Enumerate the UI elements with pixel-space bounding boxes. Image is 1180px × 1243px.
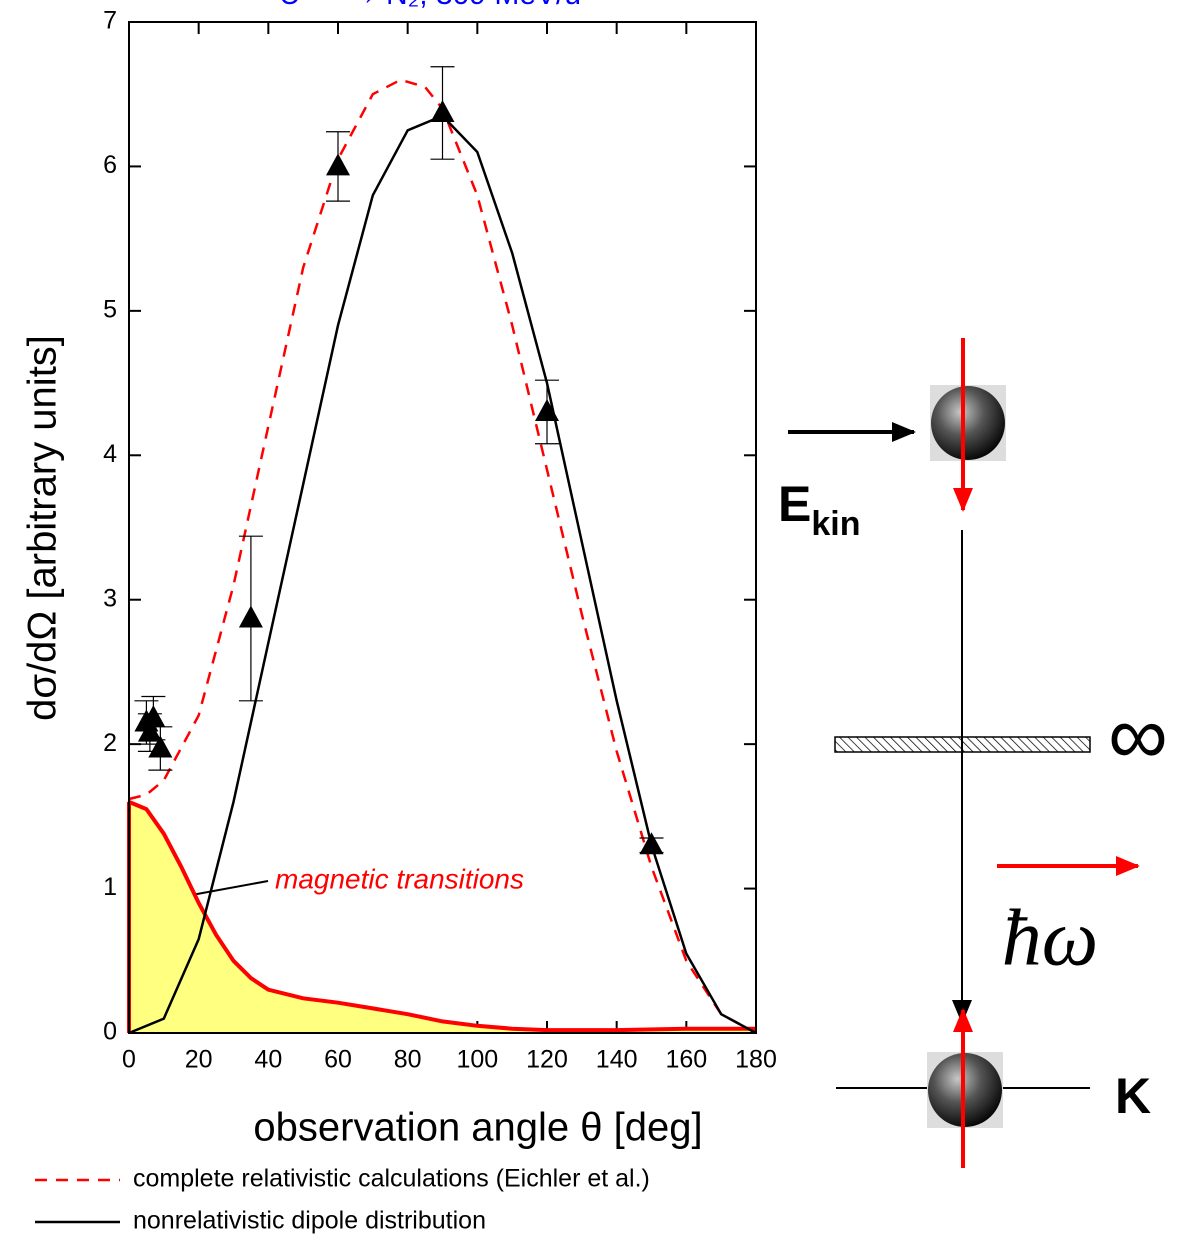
x-tick-label: 100	[456, 1046, 498, 1074]
diagram: Ekin ∞ ħω K	[778, 338, 1168, 1168]
area-line	[128, 800, 756, 1033]
x-tick-label: 120	[526, 1046, 568, 1074]
x-tick-label: 40	[254, 1046, 282, 1074]
legend-label: nonrelativistic dipole distribution	[133, 1207, 486, 1235]
data-point	[137, 719, 162, 742]
y-tick-label: 0	[103, 1018, 117, 1046]
y-tick-label: 3	[103, 584, 117, 612]
legend: complete relativistic calculations (Eich…	[35, 1165, 650, 1235]
energy-symbol: E	[778, 476, 811, 532]
data-point	[148, 735, 173, 758]
annotation: magnetic transitions	[275, 863, 524, 894]
chart-title: U⁹¹⁺ → N₂, 309 MeV/u	[279, 0, 581, 11]
x-tick-label: 80	[394, 1046, 422, 1074]
y-tick-label: 5	[103, 295, 117, 323]
x-axis-label: observation angle θ [deg]	[253, 1106, 702, 1150]
continuum	[834, 736, 1091, 753]
y-axis-label: dσ/dΩ [arbitrary units]	[21, 335, 65, 721]
area-fill	[129, 801, 756, 1033]
y-tick-label: 1	[103, 873, 117, 901]
photon-label: ħω	[1002, 894, 1098, 982]
energy-label: Ekin	[778, 476, 860, 543]
x-tick-label: 0	[122, 1046, 136, 1074]
ion	[931, 386, 1005, 460]
y-tick-label: 4	[103, 440, 117, 468]
shell-label: K	[1115, 1068, 1151, 1124]
data-point	[326, 153, 350, 176]
x-tick-label: 140	[596, 1046, 638, 1074]
legend-label: complete relativistic calculations (Eich…	[133, 1165, 650, 1193]
x-tick-label: 180	[735, 1046, 777, 1074]
data-point	[535, 398, 559, 421]
continuum-label: ∞	[1108, 688, 1168, 782]
x-tick-label: 60	[324, 1046, 352, 1074]
y-tick-label: 2	[103, 729, 117, 757]
x-tick-label: 20	[185, 1046, 213, 1074]
data-point	[141, 705, 166, 728]
y-tick-label: 6	[103, 151, 117, 179]
data-point	[238, 605, 263, 628]
data-point	[430, 99, 455, 122]
x-tick-label: 160	[665, 1046, 707, 1074]
plot-frame	[128, 21, 757, 1034]
energy-subscript: kin	[811, 505, 860, 543]
data-point	[639, 832, 664, 855]
y-tick-label: 7	[103, 7, 117, 35]
plot: 0 20 40 60 80 100 120 140 160 180 0 1 2 3 4 5 6 7	[103, 7, 777, 1074]
